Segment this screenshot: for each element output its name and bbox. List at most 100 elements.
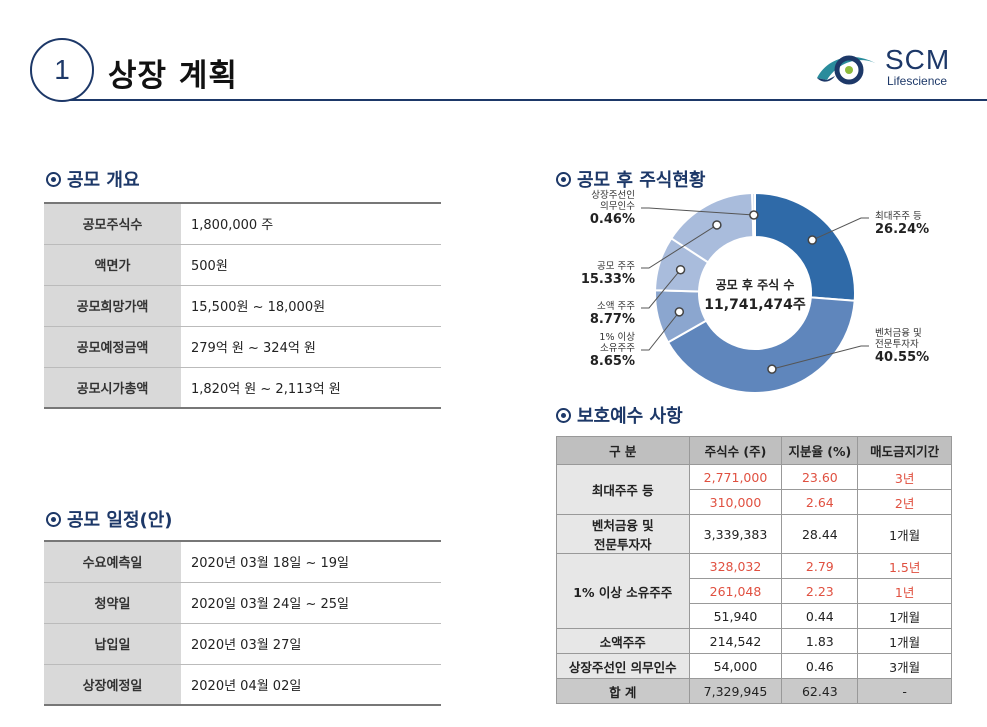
group-label: 1% 이상 소유주주: [556, 553, 690, 629]
group-label: 벤처금융 및 전문투자자: [556, 514, 690, 554]
cell-period: 2년: [857, 489, 952, 515]
donut-center-label: 공모 후 주식 수: [716, 277, 795, 292]
table-row: 공모시가총액 1,820억 원 ~ 2,113억 원: [44, 367, 441, 408]
table-row: 청약일 2020일 03월 24일 ~ 25일: [44, 582, 441, 624]
slice-percent: 40.55%: [875, 350, 929, 365]
table-row: 261,048 2.23 1년: [557, 578, 952, 604]
overview-value: 15,500원 ~ 18,000원: [181, 285, 441, 327]
header-divider: [60, 99, 987, 101]
total-ratio: 62.43: [781, 678, 859, 704]
column-header: 지분율 (%): [781, 436, 859, 465]
table-row: 벤처금융 및 전문투자자 3,339,383 28.44 1개월: [556, 514, 952, 554]
slice-label: 소액 주주: [597, 300, 635, 312]
slice-marker: [807, 235, 818, 245]
protection-heading: 보호예수 사항: [556, 402, 683, 428]
logo-subtitle: Lifescience: [887, 74, 948, 88]
ipo-overview-table: 공모주식수 1,800,000 주 액면가 500원 공모희망가액 15,500원 ~ 1…: [44, 202, 441, 409]
group-label: 최대주주 등: [556, 464, 690, 515]
ipo-schedule-heading: 공모 일정(안): [46, 506, 173, 532]
target-icon: [46, 511, 61, 527]
slice-label: 의무인수: [600, 201, 635, 212]
slice-marker: [749, 210, 759, 220]
cell-shares: 310,000: [688, 489, 783, 515]
cell-shares: 54,000: [688, 653, 783, 679]
label-leader-line: [641, 224, 718, 269]
table-row: 납입일 2020년 03월 27일: [44, 623, 441, 665]
slice-percent: 26.24%: [875, 222, 929, 237]
slice-label: 1% 이상: [599, 332, 635, 343]
cell-ratio: 2.23: [781, 578, 859, 604]
table-row: 수요예측일 2020년 03월 18일 ~ 19일: [44, 541, 441, 583]
cell-ratio: 28.44: [781, 514, 859, 554]
label-leader-line: [641, 207, 754, 216]
cell-shares: 2,771,000: [688, 464, 783, 490]
cell-period: 3년: [857, 464, 952, 490]
shareholding-heading-text: 공모 후 주식현황: [577, 170, 706, 191]
pie-slice: [754, 191, 856, 302]
overview-value: 1,820억 원 ~ 2,113억 원: [191, 381, 341, 397]
protection-heading-text: 보호예수 사항: [577, 406, 683, 427]
slice-label: 벤처금융 및: [875, 327, 922, 339]
table-row: 공모예정금액 279억 원 ~ 324억 원: [44, 326, 441, 368]
protection-table: 구 분 주식수 (주) 지분율 (%) 매도금지기간 최대주주 등 2,771,000 2…: [556, 436, 952, 704]
total-shares: 7,329,945: [688, 678, 783, 704]
page-title: 상장 계획: [108, 58, 238, 94]
cell-ratio: 0.44: [781, 603, 859, 629]
schedule-label: 수요예측일: [44, 541, 181, 583]
pie-slice: [666, 296, 856, 394]
column-header: 주식수 (주): [688, 436, 783, 465]
schedule-value: 2020년 04월 02일: [191, 678, 302, 694]
total-period: -: [857, 678, 952, 704]
table-row: 최대주주 등 2,771,000 23.60 3년: [556, 464, 952, 515]
cell-period: 3개월: [857, 653, 952, 679]
ipo-overview-heading-text: 공모 개요: [67, 170, 140, 191]
cell-period: 1개월: [857, 603, 952, 629]
schedule-label: 상장예정일: [44, 664, 181, 705]
slice-label: 공모 주주: [597, 261, 635, 272]
cell-period: 1개월: [857, 628, 952, 654]
cell-period: 1개월: [857, 514, 952, 554]
overview-label: 액면가: [44, 244, 181, 286]
slice-label: 전문투자자: [875, 339, 919, 350]
overview-value: 279억 원 ~ 324억 원: [181, 326, 441, 368]
schedule-value: 2020일 03월 24일 ~ 25일: [181, 582, 441, 624]
schedule-label: 납입일: [44, 623, 181, 665]
slice-marker: [675, 264, 686, 275]
table-row: 상장주선인 의무인수 54,000 0.46 3개월: [556, 653, 952, 679]
target-icon: [556, 407, 571, 423]
slice-label: 상장주선인: [591, 190, 635, 201]
section-number-badge: 1: [30, 38, 94, 102]
ipo-schedule-heading-text: 공모 일정(안): [67, 510, 173, 531]
table-row: 소액주주 214,542 1.83 1개월: [556, 628, 952, 654]
cell-shares: 261,048: [688, 578, 783, 604]
target-icon: [556, 171, 571, 187]
table-row: 액면가 500원: [44, 244, 441, 286]
label-leader-line: [641, 269, 681, 309]
slice-percent: 0.46%: [590, 212, 635, 227]
shareholding-donut-chart: 공모 후 주식 수 11,741,474주 최대주주 등26.24% 벤처금융 및전문…: [581, 190, 929, 394]
overview-label: 공모주식수: [44, 203, 181, 245]
label-leader-line: [641, 311, 680, 351]
total-label: 합 계: [556, 678, 690, 704]
label-leader-line: [812, 217, 869, 241]
cell-shares: 3,339,383: [688, 514, 783, 554]
ipo-schedule-table: 수요예측일 2020년 03월 18일 ~ 19일 청약일 2020일 03월 24일…: [44, 540, 441, 706]
slice-percent: 15.33%: [581, 272, 635, 287]
table-row: 상장예정일 2020년 04월 02일: [44, 664, 441, 705]
cell-ratio: 0.46: [781, 653, 859, 679]
slice-marker: [674, 307, 685, 317]
slice-percent: 8.77%: [590, 312, 635, 327]
ipo-overview-heading: 공모 개요: [46, 166, 140, 192]
group-label: 상장주선인 의무인수: [556, 653, 690, 679]
schedule-value: 2020년 03월 27일: [181, 623, 441, 665]
column-header: 매도금지기간: [857, 436, 952, 465]
slice-label: 최대주주 등: [875, 211, 922, 222]
table-row: 1% 이상 소유주주 328,032 2.79 1.5년: [556, 553, 952, 629]
overview-value: 500원: [181, 244, 441, 286]
target-icon: [46, 171, 61, 187]
overview-label: 공모희망가액: [44, 285, 181, 327]
column-header: 구 분: [556, 436, 690, 465]
cell-period: 1년: [857, 578, 952, 604]
cell-ratio: 2.79: [781, 553, 859, 579]
cell-ratio: 23.60: [781, 464, 859, 490]
